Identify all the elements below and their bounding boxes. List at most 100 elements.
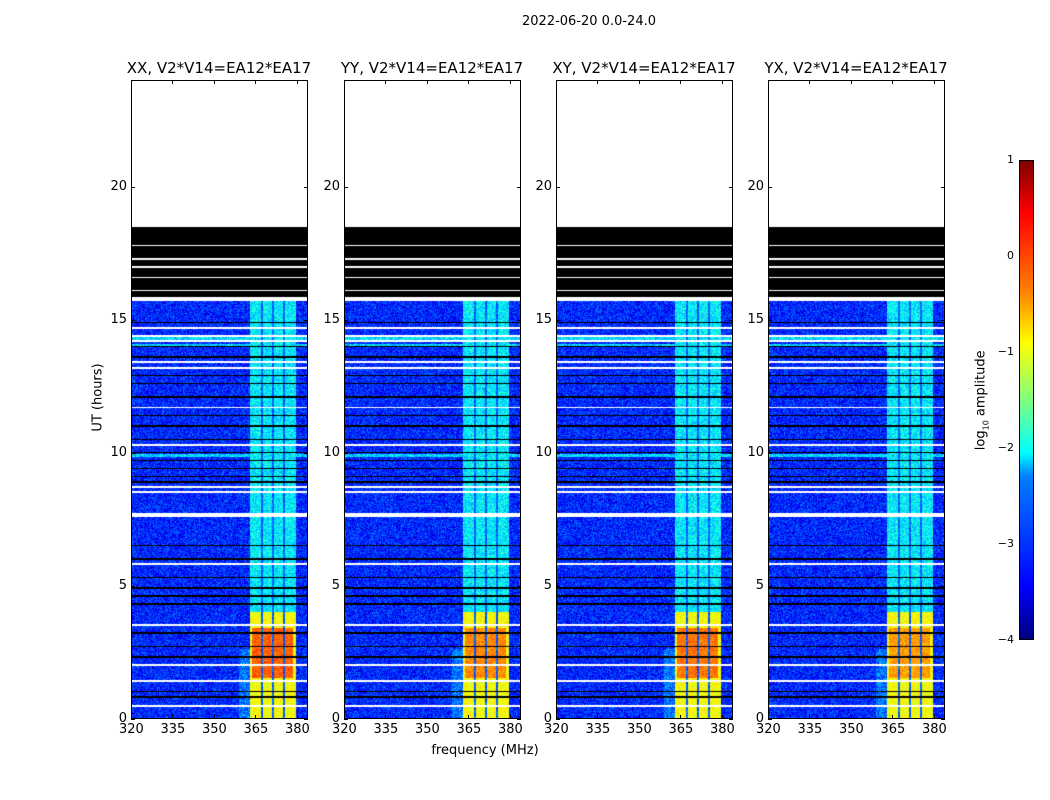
x-tick-label: 350 bbox=[414, 722, 440, 737]
y-tick-mark bbox=[768, 186, 772, 188]
y-tick-mark bbox=[304, 719, 308, 720]
y-tick-label: 20 bbox=[110, 178, 127, 194]
y-tick-label: 5 bbox=[543, 577, 552, 593]
x-tick-mark bbox=[385, 80, 387, 84]
x-tick-label: 380 bbox=[709, 722, 735, 737]
y-tick-mark bbox=[729, 452, 733, 454]
x-tick-mark bbox=[892, 715, 894, 719]
y-tick-mark bbox=[304, 585, 308, 587]
x-tick-label: 320 bbox=[544, 722, 569, 737]
y-tick-mark bbox=[768, 585, 772, 587]
y-tick-mark bbox=[768, 719, 772, 720]
y-tick-mark bbox=[344, 319, 348, 321]
x-tick-mark bbox=[933, 715, 935, 719]
y-tick-label: 5 bbox=[118, 577, 127, 593]
x-tick-label: 365 bbox=[880, 722, 906, 737]
colorbar-tick-label: −4 bbox=[997, 633, 1014, 646]
colorbar-tick-label: 1 bbox=[1007, 153, 1014, 166]
x-tick-label: 365 bbox=[456, 722, 482, 737]
x-tick-mark bbox=[468, 715, 470, 719]
y-tick-label: 15 bbox=[110, 311, 127, 327]
y-tick-mark bbox=[517, 719, 521, 720]
heatmap-image bbox=[769, 81, 944, 718]
x-tick-label: 365 bbox=[243, 722, 269, 737]
x-tick-mark bbox=[255, 715, 257, 719]
y-tick-mark bbox=[556, 585, 560, 587]
heatmap-image bbox=[557, 81, 732, 718]
y-tick-mark bbox=[556, 319, 560, 321]
x-tick-mark bbox=[468, 80, 470, 84]
y-tick-mark bbox=[729, 585, 733, 587]
x-tick-label: 335 bbox=[373, 722, 399, 737]
colorbar-tick-label: −1 bbox=[997, 345, 1014, 358]
y-tick-label: 15 bbox=[747, 311, 764, 327]
x-tick-mark bbox=[509, 715, 511, 719]
x-tick-label: 380 bbox=[921, 722, 947, 737]
x-tick-label: 320 bbox=[119, 722, 144, 737]
x-tick-mark bbox=[131, 80, 132, 84]
x-tick-mark bbox=[680, 80, 682, 84]
x-tick-mark bbox=[172, 80, 174, 84]
x-tick-label: 320 bbox=[332, 722, 357, 737]
y-tick-label: 5 bbox=[755, 577, 764, 593]
y-tick-mark bbox=[131, 186, 135, 188]
y-tick-label: 15 bbox=[535, 311, 552, 327]
x-tick-mark bbox=[850, 715, 852, 719]
y-tick-label: 0 bbox=[755, 711, 764, 726]
x-tick-mark bbox=[344, 715, 345, 719]
x-tick-mark bbox=[768, 715, 769, 719]
y-tick-label: 0 bbox=[543, 711, 552, 726]
y-tick-label: 10 bbox=[110, 444, 127, 460]
y-tick-mark bbox=[517, 452, 521, 454]
y-tick-mark bbox=[131, 585, 135, 587]
x-tick-label: 335 bbox=[160, 722, 186, 737]
x-tick-mark bbox=[296, 80, 298, 84]
waterfall-panel bbox=[344, 80, 521, 719]
x-tick-label: 380 bbox=[284, 722, 310, 737]
y-tick-mark bbox=[131, 452, 135, 454]
colorbar bbox=[1019, 160, 1034, 640]
x-tick-mark bbox=[721, 715, 723, 719]
colorbar-tick-label: 0 bbox=[1007, 249, 1014, 262]
x-tick-mark bbox=[385, 715, 387, 719]
y-tick-mark bbox=[344, 452, 348, 454]
x-tick-label: 350 bbox=[838, 722, 864, 737]
y-tick-mark bbox=[304, 452, 308, 454]
y-tick-label: 10 bbox=[535, 444, 552, 460]
y-tick-mark bbox=[941, 452, 945, 454]
panel-title: XY, V2*V14=EA12*EA17 bbox=[552, 59, 736, 77]
y-tick-label: 10 bbox=[747, 444, 764, 460]
y-tick-mark bbox=[729, 319, 733, 321]
x-tick-label: 335 bbox=[797, 722, 823, 737]
x-tick-mark bbox=[255, 80, 257, 84]
x-tick-mark bbox=[933, 80, 935, 84]
y-tick-label: 10 bbox=[323, 444, 340, 460]
panel-title: YY, V2*V14=EA12*EA17 bbox=[340, 59, 524, 77]
x-tick-mark bbox=[213, 80, 215, 84]
y-tick-label: 20 bbox=[323, 178, 340, 194]
y-tick-mark bbox=[729, 719, 733, 720]
x-tick-mark bbox=[638, 80, 640, 84]
y-tick-mark bbox=[729, 186, 733, 188]
y-tick-label: 15 bbox=[323, 311, 340, 327]
x-tick-mark bbox=[426, 80, 428, 84]
x-tick-label: 365 bbox=[668, 722, 694, 737]
x-tick-mark bbox=[768, 80, 769, 84]
y-tick-label: 0 bbox=[331, 711, 340, 726]
x-axis-label: frequency (MHz) bbox=[431, 743, 539, 758]
panel-title: XX, V2*V14=EA12*EA17 bbox=[126, 59, 312, 77]
heatmap-image bbox=[345, 81, 520, 718]
y-tick-mark bbox=[131, 719, 135, 720]
x-tick-mark bbox=[597, 715, 599, 719]
x-tick-mark bbox=[597, 80, 599, 84]
y-tick-label: 0 bbox=[118, 711, 127, 726]
x-tick-mark bbox=[296, 715, 298, 719]
x-tick-label: 335 bbox=[585, 722, 611, 737]
x-tick-mark bbox=[638, 715, 640, 719]
heatmap-image bbox=[132, 81, 307, 718]
y-tick-mark bbox=[344, 585, 348, 587]
colorbar-label: log10 amplitude bbox=[973, 350, 991, 451]
y-tick-mark bbox=[941, 319, 945, 321]
waterfall-panel bbox=[768, 80, 945, 719]
x-tick-mark bbox=[509, 80, 511, 84]
